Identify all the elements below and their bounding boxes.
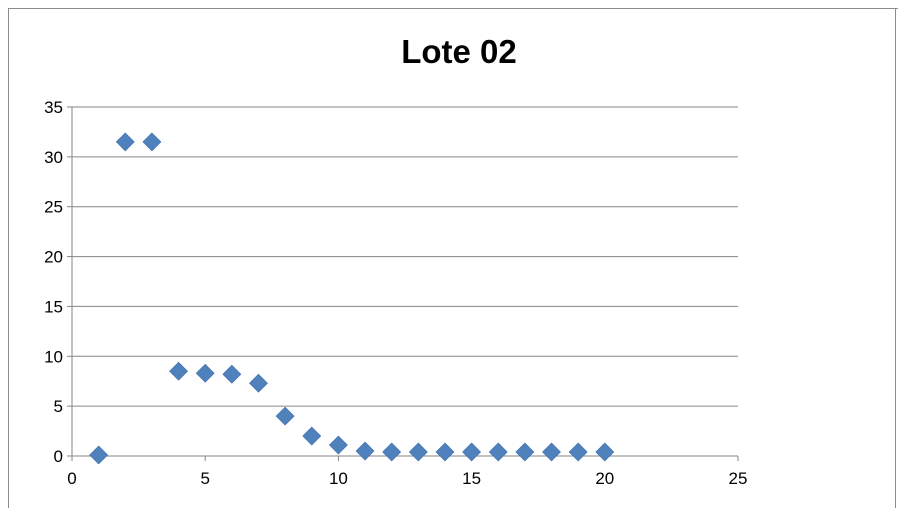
y-tick-label: 35 — [44, 98, 63, 117]
y-tick-label: 20 — [44, 248, 63, 267]
y-tick-label: 0 — [54, 447, 63, 466]
y-tick-label: 30 — [44, 148, 63, 167]
data-point — [249, 373, 268, 393]
data-point — [115, 132, 135, 152]
gridlines — [72, 106, 738, 407]
x-tick-label: 25 — [729, 469, 748, 488]
y-tick-label: 10 — [44, 347, 63, 366]
x-tick-label: 10 — [329, 469, 348, 488]
data-point — [89, 445, 109, 465]
axes — [67, 106, 739, 461]
data-point — [595, 442, 615, 462]
data-point — [462, 442, 482, 462]
data-point — [169, 361, 188, 381]
data-point — [275, 406, 295, 426]
tick-labels: 0 5 10 15 20 25 30 35 0 5 10 15 20 25 — [44, 98, 747, 488]
data-point — [302, 426, 322, 446]
y-tick-label: 15 — [44, 297, 63, 316]
chart-title: Lote 02 — [401, 33, 517, 70]
data-point — [435, 442, 455, 462]
data-points — [89, 132, 615, 465]
data-point — [408, 442, 428, 462]
chart-border-left — [8, 8, 9, 508]
x-tick-label: 5 — [200, 469, 209, 488]
y-tick-label: 25 — [44, 198, 63, 217]
data-point — [488, 442, 508, 462]
y-tick-label: 5 — [54, 397, 63, 416]
x-tick-label: 20 — [595, 469, 614, 488]
x-tick-label: 0 — [67, 469, 76, 488]
data-point — [355, 441, 375, 461]
data-point — [515, 442, 535, 462]
data-point — [222, 364, 242, 384]
x-tick-label: 15 — [462, 469, 481, 488]
data-point — [542, 442, 561, 462]
chart-border-top — [8, 8, 898, 9]
data-point — [382, 442, 402, 462]
data-point — [142, 132, 162, 152]
data-point — [328, 435, 348, 455]
chart-border-right — [895, 8, 896, 508]
data-point — [568, 442, 588, 462]
data-point — [195, 363, 215, 383]
